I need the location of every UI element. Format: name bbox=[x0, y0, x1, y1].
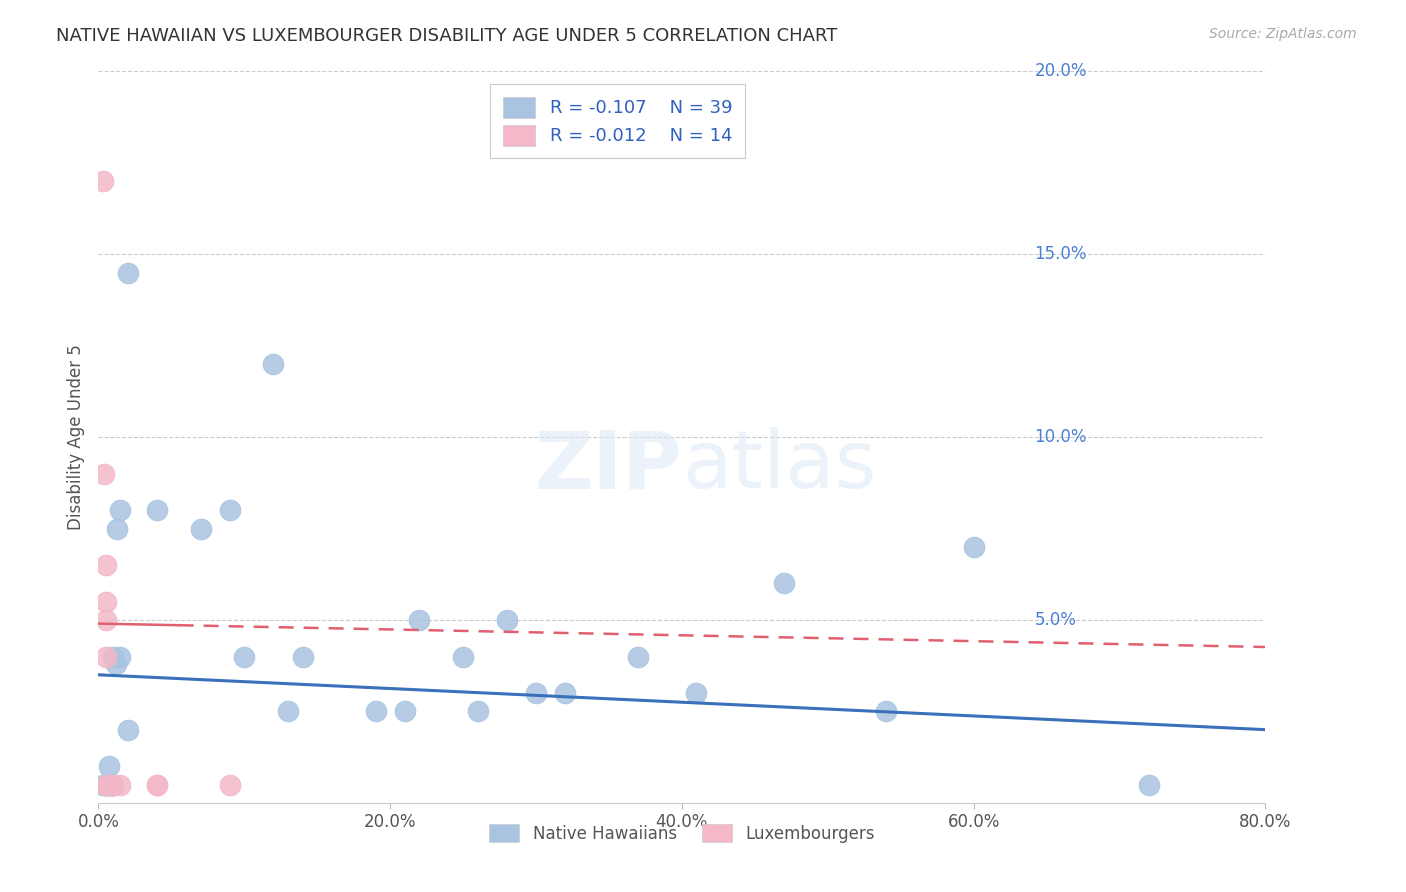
Point bbox=[94, 778, 117, 792]
Point bbox=[101, 778, 124, 792]
Point bbox=[277, 705, 299, 719]
Point bbox=[94, 558, 117, 573]
Point bbox=[524, 686, 547, 700]
Point bbox=[105, 521, 128, 535]
Point bbox=[91, 174, 114, 188]
Point bbox=[627, 649, 650, 664]
Y-axis label: Disability Age Under 5: Disability Age Under 5 bbox=[66, 344, 84, 530]
Point bbox=[117, 266, 139, 280]
Point bbox=[291, 649, 314, 664]
Point bbox=[773, 576, 796, 591]
Point bbox=[554, 686, 576, 700]
Text: ZIP: ZIP bbox=[534, 427, 682, 506]
Point bbox=[94, 778, 117, 792]
Point bbox=[110, 649, 132, 664]
Point bbox=[97, 759, 120, 773]
Point bbox=[364, 705, 387, 719]
Point bbox=[98, 778, 121, 792]
Point bbox=[218, 778, 240, 792]
Point bbox=[218, 503, 240, 517]
Point bbox=[93, 467, 115, 481]
Point bbox=[451, 649, 474, 664]
Point bbox=[104, 657, 127, 671]
Point bbox=[117, 723, 139, 737]
Legend: Native Hawaiians, Luxembourgers: Native Hawaiians, Luxembourgers bbox=[482, 818, 882, 849]
Point bbox=[97, 778, 120, 792]
Point bbox=[496, 613, 519, 627]
Point bbox=[233, 649, 256, 664]
Point bbox=[110, 503, 132, 517]
Point bbox=[467, 705, 489, 719]
Point bbox=[94, 594, 117, 608]
Point bbox=[94, 778, 117, 792]
Point bbox=[96, 778, 118, 792]
Point bbox=[98, 778, 121, 792]
Point bbox=[94, 649, 117, 664]
Text: NATIVE HAWAIIAN VS LUXEMBOURGER DISABILITY AGE UNDER 5 CORRELATION CHART: NATIVE HAWAIIAN VS LUXEMBOURGER DISABILI… bbox=[56, 27, 838, 45]
Text: 10.0%: 10.0% bbox=[1035, 428, 1087, 446]
Point bbox=[146, 778, 169, 792]
Point bbox=[190, 521, 212, 535]
Point bbox=[262, 357, 284, 371]
Point bbox=[685, 686, 707, 700]
Point bbox=[110, 778, 132, 792]
Point bbox=[101, 649, 124, 664]
Point bbox=[394, 705, 416, 719]
Point bbox=[94, 613, 117, 627]
Point bbox=[962, 540, 984, 554]
Text: 5.0%: 5.0% bbox=[1035, 611, 1076, 629]
Text: 15.0%: 15.0% bbox=[1035, 245, 1087, 263]
Point bbox=[101, 778, 124, 792]
Point bbox=[100, 778, 122, 792]
Point bbox=[875, 705, 897, 719]
Point bbox=[101, 778, 124, 792]
Text: 20.0%: 20.0% bbox=[1035, 62, 1087, 80]
Point bbox=[1137, 778, 1160, 792]
Point bbox=[97, 778, 120, 792]
Point bbox=[96, 778, 118, 792]
Point bbox=[146, 778, 169, 792]
Point bbox=[408, 613, 430, 627]
Text: Source: ZipAtlas.com: Source: ZipAtlas.com bbox=[1209, 27, 1357, 41]
Text: atlas: atlas bbox=[682, 427, 876, 506]
Point bbox=[91, 778, 114, 792]
Point bbox=[146, 503, 169, 517]
